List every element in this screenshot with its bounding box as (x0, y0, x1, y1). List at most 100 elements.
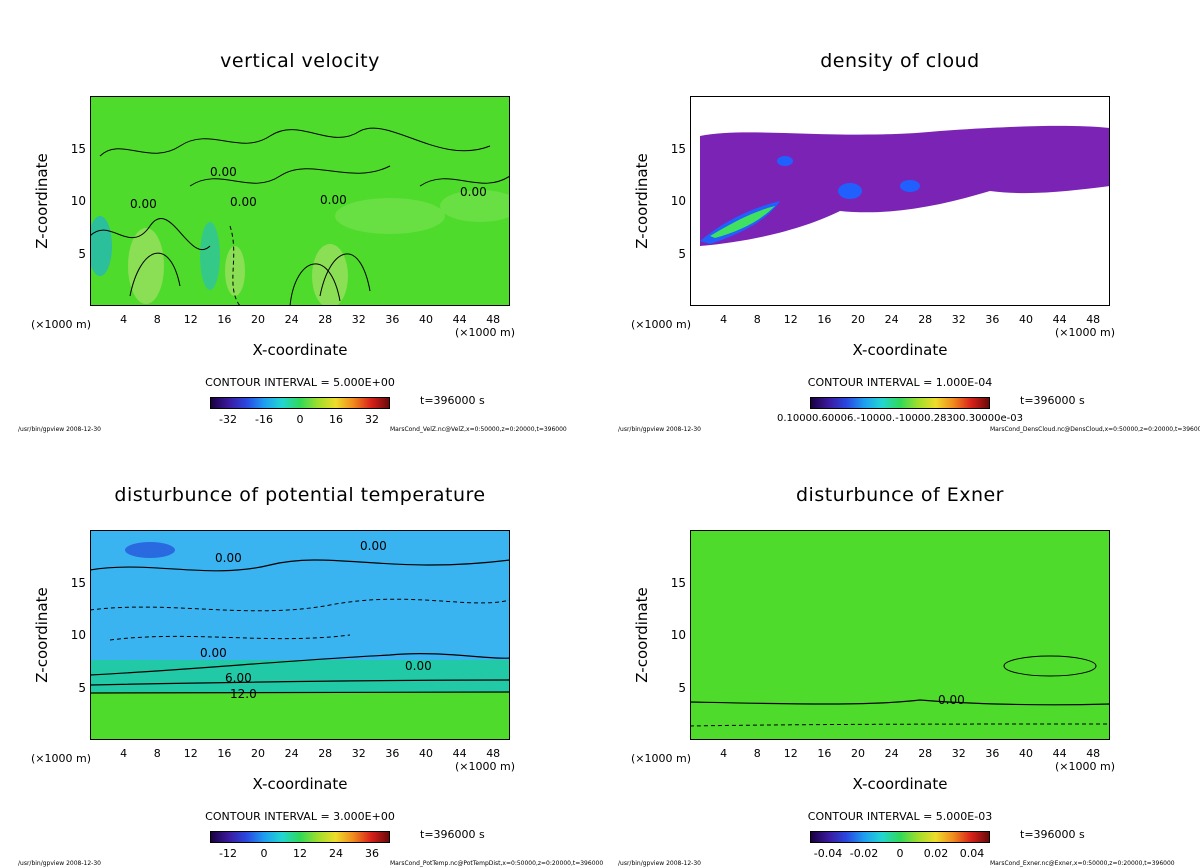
y-tick-label: 15 (670, 141, 686, 156)
x-unit-right: (×1000 m) (455, 326, 516, 339)
x-unit-right: (×1000 m) (455, 760, 516, 773)
contour-line-negative (690, 723, 1110, 727)
colorbar-tick-label: -12 (219, 847, 237, 860)
chart-panel: disturbunce of potential temperature 0.00… (0, 434, 603, 868)
cloud-core (900, 180, 920, 192)
colorbar-tick-label: 32 (365, 413, 379, 426)
plot-svg (690, 96, 1110, 306)
field-blob (312, 244, 348, 306)
x-axis-label: X-coordinate (852, 341, 948, 359)
field-blob (225, 246, 245, 296)
contour-line (99, 127, 491, 157)
footer-right: MarsCond_Exner.nc@Exner,x=0:50000,z=0:20… (990, 860, 1175, 867)
footer-left: /usr/bin/gpview 2008-12-30 (618, 426, 701, 433)
x-tick-label: 32 (951, 747, 966, 760)
contour-label: 0.00 (360, 539, 387, 553)
colorbar-tick-label: 0 (260, 847, 268, 860)
contour-interval: CONTOUR INTERVAL = 1.000E-04 (807, 376, 993, 389)
chart-panel: density of cloud 4 8 12 16 20 24 28 32 36 40 44 48 5 1… (600, 0, 1200, 434)
x-tick-label: 48 (1086, 747, 1101, 760)
footer-left: /usr/bin/gpview 2008-12-30 (18, 426, 101, 433)
field-background (690, 530, 1110, 740)
contour-line (419, 175, 510, 187)
x-tick-label: 12 (783, 313, 798, 326)
y-tick-label: 5 (78, 680, 86, 695)
y-axis-label: Z-coordinate (33, 153, 51, 249)
time-label: t=396000 s (420, 394, 485, 407)
y-axis-label: Z-coordinate (33, 587, 51, 683)
x-tick-label: 24 (884, 313, 899, 326)
x-axis-label: X-coordinate (252, 775, 348, 793)
x-tick-label: 16 (817, 313, 832, 326)
colorbar-tick-label: -16 (255, 413, 273, 426)
chart-title: disturbunce of potential temperature (114, 484, 486, 506)
x-tick-label: 16 (217, 313, 232, 326)
x-tick-label: 4 (120, 747, 128, 760)
x-tick-label: 36 (985, 747, 1000, 760)
x-tick-label: 4 (720, 747, 728, 760)
footer-left: /usr/bin/gpview 2008-12-30 (618, 860, 701, 867)
x-axis-label: X-coordinate (252, 341, 348, 359)
colorbar-tick-label: 0.04 (959, 847, 985, 860)
contour-label: 0.00 (938, 693, 965, 707)
x-unit-right: (×1000 m) (1055, 760, 1116, 773)
x-tick-label: 40 (1019, 313, 1033, 326)
x-unit-left: (×1000 m) (31, 752, 92, 765)
x-tick-label: 44 (452, 313, 467, 326)
colorbar-tick-label: -0.04 (813, 847, 843, 860)
x-tick-label: 32 (951, 313, 966, 326)
x-tick-label: 20 (251, 747, 265, 760)
plot-area: 0.00 0.00 0.00 0.00 0.00 (90, 96, 510, 306)
colorbar-tick-label: 24 (329, 847, 343, 860)
contour-line (90, 559, 510, 572)
y-tick-label: 15 (70, 575, 86, 590)
plot-svg: 0.00 0.00 0.00 0.00 6.00 12.0 (90, 530, 510, 740)
chart-panel: vertical velocity 0.00 0.00 0.00 0.00 0.00 4 8 1… (0, 0, 600, 434)
x-tick-label: 12 (183, 313, 198, 326)
contour-line-negative (229, 225, 241, 306)
plot-area: 0.00 0.00 0.00 0.00 6.00 12.0 (90, 530, 510, 740)
x-tick-label: 28 (918, 747, 933, 760)
contour-label: 0.00 (460, 185, 487, 199)
contour-line (690, 699, 1110, 706)
colorbar-tick-label: 16 (329, 413, 343, 426)
plot-area: 0.00 (690, 530, 1110, 740)
field-blob (90, 216, 112, 276)
cloud-core (838, 183, 862, 199)
contour-label: 6.00 (225, 671, 252, 685)
temperature-band (90, 660, 510, 695)
footer-right: MarsCond_VelZ.nc@VelZ,x=0:50000,z=0:2000… (390, 426, 567, 433)
plot-svg: 0.00 (690, 530, 1110, 740)
x-unit-right: (×1000 m) (1055, 326, 1116, 339)
plot-svg: 0.00 0.00 0.00 0.00 0.00 (90, 96, 510, 306)
field-blob (440, 190, 510, 222)
chart-title: vertical velocity (220, 50, 380, 72)
time-label: t=396000 s (1020, 828, 1085, 841)
colorbar-tick-label: -0.02 (849, 847, 879, 860)
x-unit-left: (×1000 m) (631, 752, 692, 765)
colorbar-tick-label: 0 (296, 413, 304, 426)
contour-line (90, 653, 510, 676)
x-tick-label: 48 (486, 313, 501, 326)
contour-label: 0.00 (320, 193, 347, 207)
chart-title: disturbunce of Exner (795, 484, 1004, 506)
contour-line (90, 217, 211, 250)
contour-label: 0.00 (210, 165, 237, 179)
footer-right: MarsCond_DensCloud.nc@DensCloud,x=0:5000… (990, 426, 1200, 433)
field-blob (200, 222, 220, 290)
x-tick-label: 4 (720, 313, 728, 326)
colorbar-tick-label: 12 (293, 847, 307, 860)
temperature-lower (90, 692, 510, 740)
x-unit-left: (×1000 m) (631, 318, 692, 331)
contour-line (189, 165, 391, 187)
contour-label: 0.00 (130, 197, 157, 211)
x-tick-label: 12 (783, 747, 798, 760)
x-tick-label: 20 (851, 313, 865, 326)
y-axis-label: Z-coordinate (633, 587, 651, 683)
x-tick-label: 28 (318, 747, 333, 760)
plot-area (690, 96, 1110, 306)
colorbar (810, 397, 990, 409)
field-blob (335, 198, 445, 234)
field-blob (125, 542, 175, 558)
colorbar (210, 397, 390, 409)
